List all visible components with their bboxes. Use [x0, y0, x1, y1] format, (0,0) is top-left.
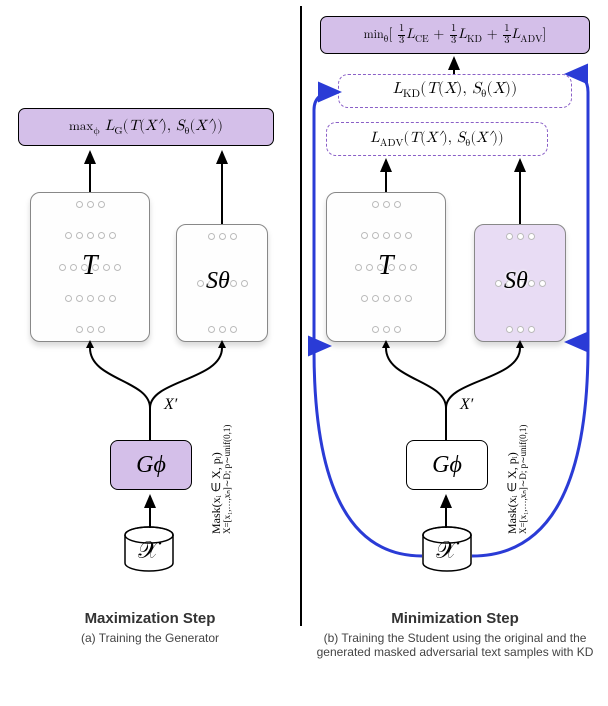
formula-min-objective: minθ[ 13LCE + 13LKD + 13LADV]	[320, 16, 590, 54]
panel-minimization: minθ[ 13LCE + 13LKD + 13LADV] LKD(T(X), …	[302, 0, 608, 706]
caption-right: Minimization Step (b) Training the Stude…	[302, 610, 608, 659]
mask-text-right: Mask(xᵢ ∈ X, pᵢ) X=[x₁,…,xₙ]∼D; p∼unif(0…	[506, 414, 529, 534]
dataset-label-left: 𝒳	[138, 538, 159, 565]
formula-lkd: LKD(T(X), Sθ(X))	[338, 74, 572, 108]
dataset-label-right: 𝒳	[436, 538, 457, 565]
formula-max-lg: maxϕ LG(T(X′), Sθ(X′))	[18, 108, 274, 146]
step-title-left: Maximization Step	[0, 610, 300, 627]
student-label-right: Sθ	[504, 268, 528, 295]
formula-ladv: LADV(T(X′), Sθ(X′))	[326, 122, 548, 156]
generator-label-right: Gϕ	[432, 452, 462, 479]
xprime-label-right: X′	[460, 396, 473, 414]
panel-maximization: maxϕ LG(T(X′), Sθ(X′)) T Sθ Gϕ X′ Mask(x…	[0, 0, 300, 706]
xprime-label-left: X′	[164, 396, 177, 414]
teacher-label-left: T	[82, 250, 98, 282]
step-title-right: Minimization Step	[302, 610, 608, 627]
caption-left: Maximization Step (a) Training the Gener…	[0, 610, 300, 645]
student-label-left: Sθ	[206, 268, 230, 295]
generator-box-right: Gϕ	[406, 440, 488, 490]
mask-text-left: Mask(xᵢ ∈ X, pᵢ) X=[x₁,…,xₙ]∼D; p∼unif(0…	[210, 414, 233, 534]
generator-box-left: Gϕ	[110, 440, 192, 490]
step-subtitle-right: (b) Training the Student using the origi…	[302, 631, 608, 659]
generator-label-left: Gϕ	[136, 452, 166, 479]
step-subtitle-left: (a) Training the Generator	[0, 631, 300, 645]
teacher-label-right: T	[378, 250, 394, 282]
